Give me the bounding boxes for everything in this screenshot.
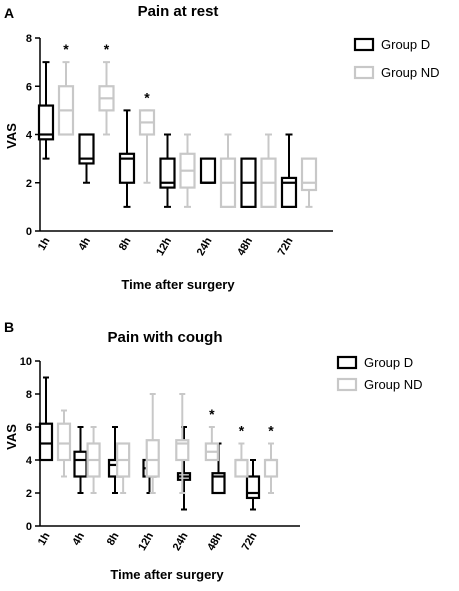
box-a-group-d-5 (240, 157, 257, 208)
x-tick-label-b: 1h (36, 530, 53, 547)
box-b-group-nd-2 (116, 442, 131, 494)
y-tick-label-a: 8 (26, 33, 32, 45)
y-tick-label-b: 8 (26, 389, 32, 401)
y-tick-label-b: 6 (26, 422, 32, 434)
y-axis-title-a: VAS (4, 123, 19, 149)
box-b-group-d-0 (38, 376, 54, 462)
box-body (280, 176, 298, 208)
chart-title-b: Pain with cough (108, 329, 223, 346)
legend-label-a: Group D (381, 37, 430, 52)
panel-b: B Pain with cough VAS Time after surgery… (4, 319, 423, 582)
x-tick-label-a: 24h (195, 235, 215, 258)
box-body (245, 475, 261, 500)
legend-label-b: Group D (364, 355, 413, 370)
box-a-group-nd-4 (219, 133, 237, 208)
x-tick-label-b: 8h (105, 530, 122, 547)
significance-star-b: * (239, 423, 245, 439)
y-axis-title-b: VAS (4, 424, 19, 450)
box-body (38, 422, 54, 462)
box-body (37, 104, 55, 141)
box-a-group-nd-0 (57, 61, 75, 136)
x-tick-label-b: 48h (205, 530, 225, 553)
box-body (73, 450, 88, 478)
x-tick-label-a: 1h (36, 235, 53, 252)
x-axis-title-b: Time after surgery (110, 567, 224, 582)
significance-star-a: * (63, 41, 69, 57)
x-tick-label-a: 4h (76, 235, 93, 252)
box-a-group-d-1 (78, 133, 95, 184)
legend-a: Group D Group ND (353, 37, 440, 80)
x-tick-label-b: 72h (240, 530, 260, 553)
legend-swatch-a (353, 65, 375, 80)
box-a-group-d-4 (199, 157, 217, 184)
legend-label-a: Group ND (381, 65, 440, 80)
box-body (263, 458, 279, 478)
box-body (199, 157, 217, 184)
significance-star-b: * (268, 423, 274, 439)
box-b-group-nd-0 (56, 409, 72, 478)
x-tick-label-b: 12h (136, 530, 156, 553)
plot-area-b: 0 2 4 6 8 10 1h 4h 8h 12h 24h 48h 72h * * * (20, 356, 300, 553)
plot-area-a: 0 2 4 6 8 1h 4h 8h 12h 24h 48h 72h * * * (26, 33, 333, 258)
x-tick-label-a: 72h (276, 235, 296, 258)
box-body (211, 472, 226, 495)
legend-b: Group D Group ND (336, 355, 423, 392)
box-a-group-nd-6 (300, 157, 318, 208)
x-tick-label-b: 24h (171, 530, 191, 553)
box-b-group-d-4 (176, 426, 192, 511)
significance-star-a: * (144, 89, 150, 105)
box-body (78, 133, 95, 165)
y-tick-label-a: 0 (26, 226, 32, 238)
x-tick-label-a: 12h (154, 235, 174, 258)
box-a-group-d-3 (159, 133, 176, 208)
box-b-group-nd-5 (204, 426, 219, 462)
box-a-group-d-0 (37, 61, 55, 160)
box-body (56, 422, 72, 462)
x-tick-label-a: 8h (117, 235, 134, 252)
box-a-group-nd-2 (138, 109, 156, 184)
significance-star-b: * (209, 406, 215, 422)
box-body (300, 157, 318, 192)
box-body (175, 439, 190, 462)
box-b-group-d-1 (73, 426, 88, 494)
box-b-group-nd-4 (175, 393, 190, 494)
y-tick-label-b: 2 (26, 488, 32, 500)
box-a-group-d-2 (118, 109, 136, 208)
box-a-group-nd-1 (98, 61, 115, 136)
x-tick-label-a: 48h (235, 235, 255, 258)
y-tick-label-b: 10 (20, 356, 32, 368)
y-tick-label-a: 6 (26, 81, 32, 93)
box-a-group-d-6 (280, 133, 298, 208)
chart-title-a: Pain at rest (138, 3, 219, 20)
significance-star-a: * (104, 41, 110, 57)
box-body (159, 157, 176, 189)
y-tick-label-b: 0 (26, 521, 32, 533)
box-body (145, 439, 160, 478)
box-b-group-nd-3 (145, 393, 160, 494)
box-b-group-d-6 (245, 459, 261, 511)
legend-label-b: Group ND (364, 377, 423, 392)
legend-swatch-a (353, 37, 375, 52)
y-tick-label-b: 4 (26, 455, 33, 467)
legend-swatch-b (336, 377, 358, 392)
panel-letter-b: B (4, 319, 14, 335)
panel-a: A Pain at rest VAS Time after surgery 0 2… (4, 3, 440, 292)
x-tick-label-b: 4h (70, 530, 87, 547)
x-axis-title-a: Time after surgery (121, 277, 235, 292)
box-b-group-nd-6 (234, 442, 249, 478)
panel-letter-a: A (4, 5, 14, 21)
y-tick-label-a: 2 (26, 178, 32, 190)
box-body (118, 152, 136, 184)
legend-swatch-b (336, 355, 358, 370)
y-tick-label-a: 4 (26, 130, 33, 142)
box-b-group-nd-7 (263, 442, 279, 494)
box-b-group-nd-1 (86, 426, 101, 494)
box-body (234, 458, 249, 478)
box-a-group-nd-3 (179, 133, 196, 208)
box-a-group-nd-5 (260, 133, 277, 208)
